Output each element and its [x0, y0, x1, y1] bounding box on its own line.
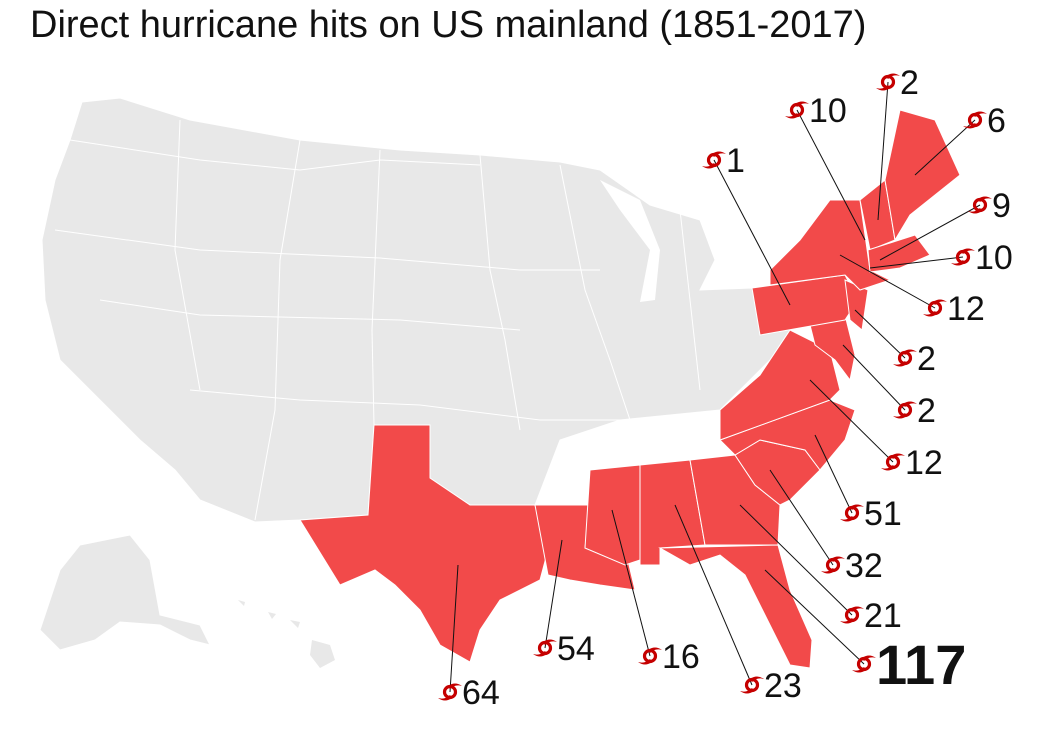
hit-count: 117	[876, 633, 966, 696]
state-mississippi	[584, 464, 641, 566]
hit-label-pennsylvania: 1	[700, 142, 745, 180]
leader-line-delaware	[842, 344, 906, 411]
hit-label-mississippi: 16	[636, 638, 700, 676]
leader-line-new-york	[839, 254, 936, 309]
leader-line-texas	[449, 564, 459, 693]
hawaii	[238, 600, 335, 668]
leader-line-pennsylvania	[713, 159, 791, 306]
hit-label-new-york: 12	[921, 290, 985, 328]
hit-count: 10	[809, 92, 847, 130]
hit-label-virginia: 12	[879, 444, 943, 482]
hit-label-texas: 64	[436, 674, 500, 712]
great-lakes	[600, 180, 660, 302]
leader-line-georgia	[739, 504, 853, 616]
state-grid-lines	[54, 119, 701, 521]
hit-label-new-jersey: 2	[891, 340, 936, 378]
hit-count: 1	[726, 142, 745, 180]
state-new-york	[769, 199, 892, 291]
hit-label-north-carolina: 51	[838, 495, 902, 533]
hit-count: 2	[917, 340, 936, 378]
leader-line-new-hampshire	[877, 81, 889, 221]
hit-label-south-carolina: 32	[819, 547, 883, 585]
state-north-carolina	[719, 399, 856, 471]
leader-line-maine	[914, 119, 976, 176]
us-mainland-grey	[41, 97, 791, 523]
hit-count: 16	[662, 638, 700, 676]
leader-line-connecticut	[869, 256, 964, 269]
state-florida	[658, 544, 813, 669]
hit-label-connecticut: 10	[949, 239, 1013, 277]
hit-count: 2	[917, 392, 936, 430]
leader-line-north-carolina	[814, 434, 853, 514]
leader-line-florida	[764, 569, 865, 665]
leader-line-louisiana	[544, 539, 563, 649]
leader-line-alabama	[674, 504, 753, 686]
state-maine	[884, 109, 961, 242]
hit-count: 32	[845, 547, 883, 585]
hit-count: 9	[992, 187, 1011, 225]
leader-line-massachusetts	[879, 204, 981, 261]
hit-label-delaware: 2	[891, 392, 936, 430]
hit-label-massachusetts: 9	[966, 187, 1011, 225]
state-massachusetts-ri-ct	[867, 234, 931, 273]
hit-count: 21	[864, 597, 902, 635]
alaska	[39, 534, 211, 651]
hit-states	[299, 109, 961, 669]
hit-label-florida: 117	[850, 633, 966, 696]
hit-count: 6	[987, 102, 1006, 140]
hit-count: 54	[557, 630, 595, 668]
hit-count: 51	[864, 495, 902, 533]
state-texas	[299, 424, 549, 663]
leader-line-vermont	[796, 109, 866, 241]
leader-line-new-jersey	[854, 309, 906, 359]
hit-count: 10	[975, 239, 1013, 277]
hit-label-georgia: 21	[838, 597, 902, 635]
leader-lines	[449, 81, 981, 693]
leader-line-mississippi	[611, 509, 651, 657]
state-virginia	[719, 329, 841, 441]
hit-label-alabama: 23	[738, 667, 802, 705]
hit-count: 2	[900, 64, 919, 102]
hit-count: 64	[462, 674, 500, 712]
map-title: Direct hurricane hits on US mainland (18…	[30, 4, 867, 46]
hit-label-vermont: 10	[783, 92, 847, 130]
leader-line-south-carolina	[769, 469, 834, 566]
hit-count: 12	[905, 444, 943, 482]
leader-line-virginia	[809, 379, 894, 463]
hit-label-new-hampshire: 2	[874, 64, 919, 102]
hit-label-maine: 6	[961, 102, 1006, 140]
hit-count: 23	[764, 667, 802, 705]
hit-count: 12	[947, 290, 985, 328]
hit-label-louisiana: 54	[531, 630, 595, 668]
